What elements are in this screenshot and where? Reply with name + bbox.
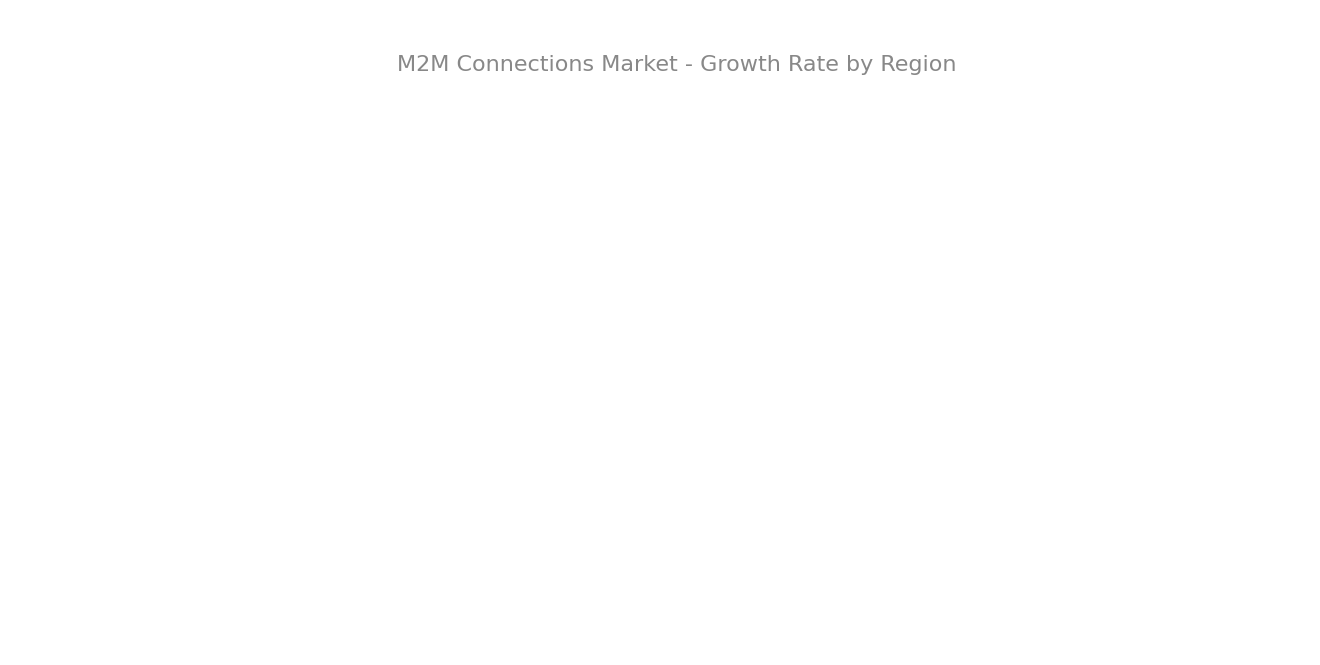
Title: M2M Connections Market - Growth Rate by Region: M2M Connections Market - Growth Rate by …: [397, 55, 956, 75]
